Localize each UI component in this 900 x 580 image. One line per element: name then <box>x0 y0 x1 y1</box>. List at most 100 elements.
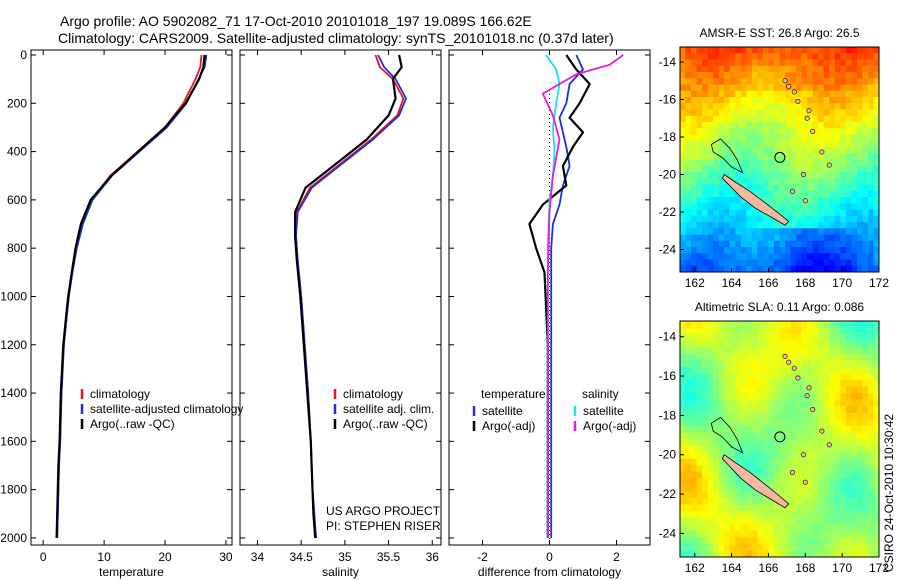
map-cell <box>740 53 747 61</box>
map-cell <box>779 478 786 486</box>
map-cell <box>691 412 698 420</box>
map-cell <box>746 247 753 254</box>
map-cell <box>707 550 714 557</box>
map-cell <box>873 458 879 466</box>
map-cell <box>713 103 720 111</box>
map-cell <box>862 406 869 414</box>
map-cell <box>873 53 879 61</box>
map-cell <box>740 134 747 142</box>
map-cell <box>729 247 736 254</box>
map-cell <box>724 406 731 414</box>
map-cell <box>796 228 803 236</box>
map-cell <box>680 234 687 242</box>
map-cell <box>685 498 692 506</box>
x-tick-label: 20 <box>158 550 172 564</box>
map-cell <box>796 498 803 506</box>
map-cell <box>685 484 692 493</box>
map-cell <box>713 321 720 329</box>
map-cell <box>801 366 808 375</box>
map-cell <box>740 406 747 414</box>
map-cell <box>779 222 786 229</box>
map-cell <box>707 59 714 67</box>
map-cell <box>796 484 803 493</box>
map-cell <box>840 90 847 98</box>
map-cell <box>851 78 858 86</box>
map-cell <box>762 360 770 368</box>
map-cell <box>724 65 731 73</box>
map-cell <box>862 445 869 453</box>
map-cell <box>790 259 797 267</box>
map-cell <box>840 140 847 148</box>
map-cell <box>680 165 687 173</box>
map-cell <box>729 115 736 123</box>
map-cell <box>862 543 869 552</box>
map-cell <box>779 247 786 254</box>
small-island <box>819 428 825 434</box>
map-cell <box>718 228 725 236</box>
map-cell <box>740 172 747 179</box>
map-cell <box>845 432 852 440</box>
map-cell <box>818 406 825 414</box>
map-cell <box>718 406 725 414</box>
map-cell <box>801 203 808 211</box>
map-cell <box>713 234 720 242</box>
map-cell <box>757 72 764 79</box>
map-cell <box>801 386 808 394</box>
map-cell <box>746 439 753 447</box>
map-cell <box>735 321 742 329</box>
map-cell <box>785 147 792 154</box>
map-cell <box>785 259 792 267</box>
map-cell <box>790 340 797 348</box>
map-cell <box>779 517 786 525</box>
map-cell <box>751 159 758 167</box>
map-cell <box>796 53 803 61</box>
map-cell <box>762 334 770 342</box>
map-cell <box>862 393 869 401</box>
x-tick-label: 0 <box>546 550 553 564</box>
map-cell <box>790 550 797 557</box>
map-cell <box>856 203 864 211</box>
map-cell <box>873 253 879 261</box>
map-cell <box>840 197 847 204</box>
map-cell <box>845 439 852 447</box>
map-cell <box>691 78 698 86</box>
map-cell <box>873 215 879 223</box>
map-cell <box>856 458 864 466</box>
map-cell <box>862 524 869 532</box>
map-cell <box>680 203 687 211</box>
map-cell <box>818 504 825 512</box>
map-cell <box>845 484 852 493</box>
map-cell <box>823 59 830 67</box>
map-cell <box>768 347 775 355</box>
map-cell <box>840 366 847 375</box>
map-cell <box>873 550 879 557</box>
map-cell <box>724 445 731 453</box>
map-cell <box>773 165 781 173</box>
map-cell <box>829 190 836 198</box>
map-cell <box>812 406 819 414</box>
map-cell <box>807 65 814 73</box>
map-cell <box>685 247 692 254</box>
map-cell <box>796 321 803 329</box>
map-cell <box>768 115 775 123</box>
map-cell <box>845 197 852 204</box>
map-cell <box>762 543 770 552</box>
map-cell <box>751 178 758 186</box>
map-cell <box>845 524 852 532</box>
map-cell <box>823 240 830 248</box>
map-cell <box>867 53 875 61</box>
map-cell <box>680 159 687 167</box>
map-cell <box>845 209 852 217</box>
map-cell <box>779 360 786 368</box>
map-cell <box>768 90 775 98</box>
map-cell <box>801 97 808 104</box>
map-cell <box>691 366 698 375</box>
map-cell <box>696 122 703 129</box>
map-cell <box>740 425 747 434</box>
map-cell <box>856 109 864 117</box>
map-cell <box>762 550 770 557</box>
map-cell <box>834 445 841 453</box>
map-cell <box>702 215 709 223</box>
map-cell <box>834 134 841 142</box>
map-cell <box>790 393 797 401</box>
